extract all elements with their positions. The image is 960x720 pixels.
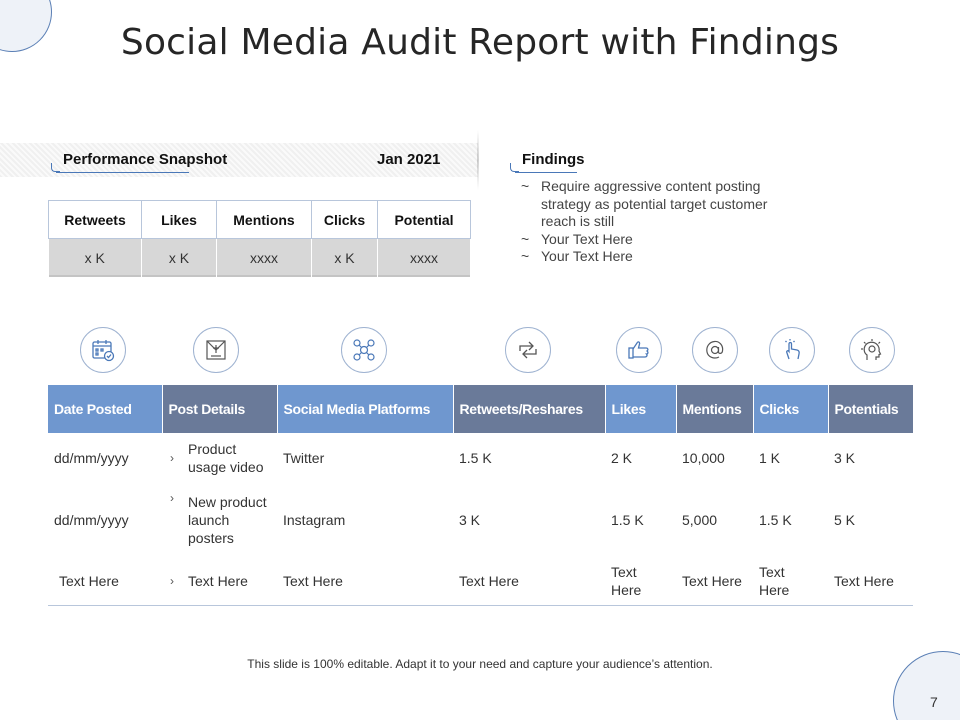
cell-platform: Instagram — [283, 512, 346, 528]
snapshot-header-row: Retweets Likes Mentions Clicks Potential — [48, 200, 471, 239]
cell-platform: Twitter — [283, 450, 325, 466]
snapshot-bracket — [51, 163, 60, 172]
share-arrows-icon — [505, 327, 551, 373]
finding-item: ~ Your Text Here — [519, 231, 789, 249]
snapshot-header-cell: Clicks — [311, 200, 378, 239]
page-number: 7 — [930, 694, 938, 710]
header-retweets: Retweets/Reshares — [453, 385, 606, 433]
cell-post-details: › Product usage video — [162, 433, 277, 483]
finding-text: Your Text Here — [541, 230, 633, 247]
chevron-right-icon: › — [170, 451, 174, 465]
findings-underline — [515, 172, 577, 173]
snapshot-underline — [56, 172, 189, 173]
cell-potentials: 3 K — [834, 450, 856, 466]
header-potentials: Potentials — [828, 385, 914, 433]
snapshot-value-cell: xxxx — [216, 238, 312, 277]
cell-clicks: Text Here — [753, 557, 828, 606]
cell-mentions: 5,000 — [682, 512, 718, 528]
table-row: dd/mm/yyyy › New product launch posters I… — [48, 483, 913, 557]
cell-mentions: Text Here — [676, 557, 753, 606]
post-details-text: Product usage video — [188, 441, 264, 475]
thumbs-up-icon — [616, 327, 662, 373]
calendar-icon — [80, 327, 126, 373]
cell-likes-text: Text Here — [611, 563, 642, 598]
finding-text: Your Text Here — [541, 248, 633, 264]
snapshot-value-cell: xxxx — [377, 238, 471, 277]
cell-clicks: 1.5 K — [759, 512, 792, 528]
finding-bullet: ~ — [521, 248, 530, 264]
snapshot-value-cell: x K — [48, 238, 142, 277]
snapshot-date: Jan 2021 — [377, 151, 441, 168]
header-date-posted: Date Posted — [48, 385, 163, 433]
header-likes: Likes — [605, 385, 677, 433]
snapshot-value-row: x K x K xxxx x K xxxx — [48, 238, 471, 277]
audit-header-row: Date Posted Post Details Social Media Pl… — [48, 385, 914, 433]
cell-platform: Text Here — [277, 557, 453, 606]
table-row: Text Here › Text Here Text Here Text Here… — [48, 557, 913, 606]
envelope-icon — [193, 327, 239, 373]
finding-text: Require aggressive content posting strat… — [541, 178, 768, 229]
cell-retweets: 1.5 K — [459, 450, 492, 466]
snapshot-table: Retweets Likes Mentions Clicks Potential… — [48, 200, 471, 277]
header-clicks: Clicks — [753, 385, 829, 433]
finding-item: ~ Require aggressive content posting stra… — [519, 178, 789, 231]
cell-likes: Text Here — [605, 557, 676, 606]
cell-likes: 1.5 K — [611, 512, 644, 528]
header-post-details: Post Details — [162, 385, 278, 433]
cell-date: Text Here — [48, 557, 162, 606]
finding-item: ~ Your Text Here — [519, 248, 789, 266]
snapshot-header-cell: Mentions — [216, 200, 312, 239]
at-sign-icon — [692, 327, 738, 373]
cell-date: dd/mm/yyyy — [54, 512, 129, 528]
chevron-right-icon: › — [170, 573, 174, 588]
snapshot-header-band — [0, 143, 478, 177]
findings-list: ~ Require aggressive content posting stra… — [519, 178, 789, 266]
network-icon — [341, 327, 387, 373]
snapshot-header-cell: Retweets — [48, 200, 142, 239]
cell-post-details: › New product launch posters — [162, 483, 277, 557]
cell-mentions: 10,000 — [682, 450, 725, 466]
slide-title: Social Media Audit Report with Findings — [120, 22, 840, 63]
section-divider — [477, 130, 479, 190]
findings-bracket — [510, 163, 519, 172]
chevron-right-icon: › — [170, 491, 174, 505]
snapshot-value-cell: x K — [141, 238, 217, 277]
snapshot-header-cell: Potential — [377, 200, 471, 239]
cell-post-details: › Text Here — [162, 557, 277, 606]
cell-clicks: 1 K — [759, 450, 781, 466]
cell-potentials: 5 K — [834, 512, 856, 528]
cell-clicks-text: Text Here — [759, 563, 790, 598]
hand-pointer-icon — [769, 327, 815, 373]
header-platforms: Social Media Platforms — [277, 385, 454, 433]
header-mentions: Mentions — [676, 385, 754, 433]
snapshot-header-cell: Likes — [141, 200, 217, 239]
cell-likes: 2 K — [611, 450, 633, 466]
post-details-text: New product launch posters — [188, 494, 267, 546]
finding-bullet: ~ — [521, 230, 530, 247]
post-details-text: Text Here — [188, 572, 248, 589]
audit-table: Date Posted Post Details Social Media Pl… — [48, 385, 914, 606]
finding-bullet: ~ — [521, 178, 530, 194]
snapshot-heading: Performance Snapshot — [63, 151, 228, 168]
cell-retweets: 3 K — [459, 512, 481, 528]
findings-heading: Findings — [522, 151, 585, 168]
cell-potentials: Text Here — [828, 557, 913, 606]
idea-head-icon — [849, 327, 895, 373]
cell-retweets: Text Here — [453, 557, 605, 606]
snapshot-value-cell: x K — [311, 238, 378, 277]
table-row: dd/mm/yyyy › Product usage video Twitter … — [48, 433, 913, 483]
cell-date: dd/mm/yyyy — [54, 450, 129, 466]
slide-footer: This slide is 100% editable. Adapt it to… — [247, 657, 713, 671]
